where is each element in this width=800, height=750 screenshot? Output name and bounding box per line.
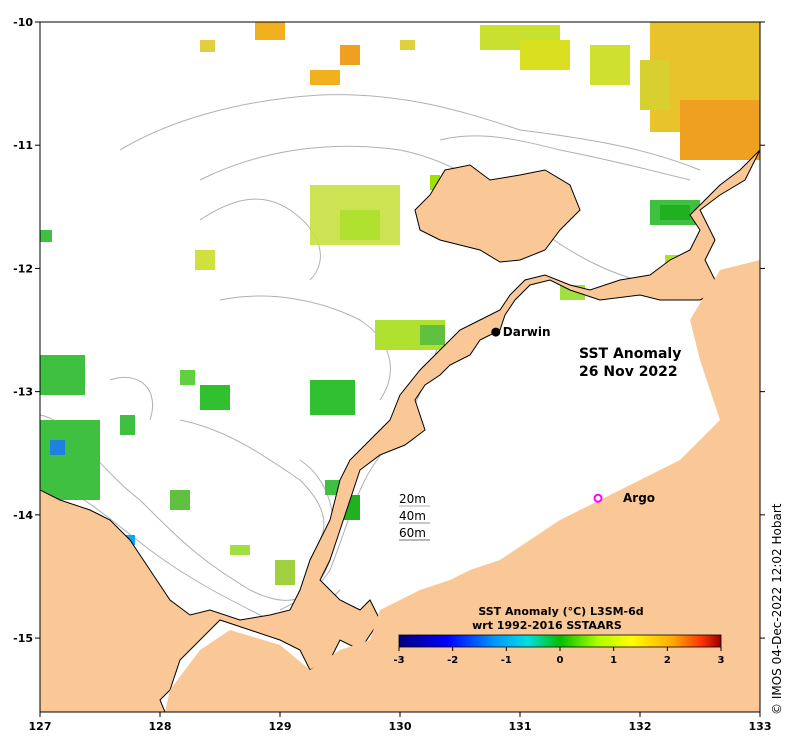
depth-legend-40m: 40m bbox=[399, 509, 426, 523]
colorbar-tick-label: -3 bbox=[393, 655, 404, 666]
colorbar-gradient bbox=[398, 634, 722, 648]
x-tick-label: 133 bbox=[749, 720, 772, 733]
depth-legend-60m: 60m bbox=[399, 526, 426, 540]
sst-anomaly-pixels bbox=[40, 22, 760, 625]
x-tick-label: 129 bbox=[269, 720, 292, 733]
land-area bbox=[40, 149, 760, 712]
x-tick-label: 128 bbox=[149, 720, 172, 733]
colorbar: SST Anomaly (°C) L3SM-6d wrt 1992-2016 S… bbox=[393, 605, 724, 666]
map-title-line1: SST Anomaly bbox=[579, 346, 681, 362]
y-tick-label: -14 bbox=[13, 509, 33, 522]
argo-label: Argo bbox=[623, 491, 655, 505]
credit-text: © IMOS 04-Dec-2022 12:02 Hobart bbox=[770, 503, 784, 715]
colorbar-tick-label: 2 bbox=[664, 655, 671, 666]
bathymetry-contours bbox=[40, 94, 701, 622]
colorbar-tick-label: 3 bbox=[718, 655, 725, 666]
y-tick-label: -10 bbox=[13, 16, 33, 29]
depth-legend: 20m 40m 60m bbox=[399, 492, 430, 541]
x-tick-label: 127 bbox=[29, 720, 52, 733]
darwin-label: Darwin bbox=[503, 325, 551, 339]
colorbar-ticks: -3 -2 -1 0 1 2 3 bbox=[393, 647, 725, 666]
y-tick-label: -12 bbox=[13, 262, 33, 275]
x-tick-label: 132 bbox=[629, 720, 652, 733]
map-title-line2: 26 Nov 2022 bbox=[579, 364, 678, 380]
y-tick-label: -15 bbox=[13, 632, 33, 645]
darwin-marker-icon bbox=[491, 327, 501, 337]
colorbar-tick-label: 0 bbox=[557, 655, 564, 666]
colorbar-title-line1: SST Anomaly (°C) L3SM-6d bbox=[478, 605, 643, 618]
y-tick-label: -11 bbox=[13, 139, 33, 152]
colorbar-title-line2: wrt 1992-2016 SSTAARS bbox=[472, 619, 622, 632]
y-tick-label: -13 bbox=[13, 386, 33, 399]
depth-legend-20m: 20m bbox=[399, 492, 426, 506]
x-axis: 127 128 129 130 131 132 133 bbox=[29, 712, 772, 733]
argo-marker-icon bbox=[593, 493, 603, 503]
y-axis: -10 -11 -12 -13 -14 -15 bbox=[13, 16, 765, 645]
colorbar-tick-label: 1 bbox=[610, 655, 617, 666]
x-tick-label: 131 bbox=[509, 720, 532, 733]
colorbar-tick-label: -2 bbox=[447, 655, 458, 666]
x-tick-label: 130 bbox=[389, 720, 412, 733]
colorbar-tick-label: -1 bbox=[501, 655, 512, 666]
